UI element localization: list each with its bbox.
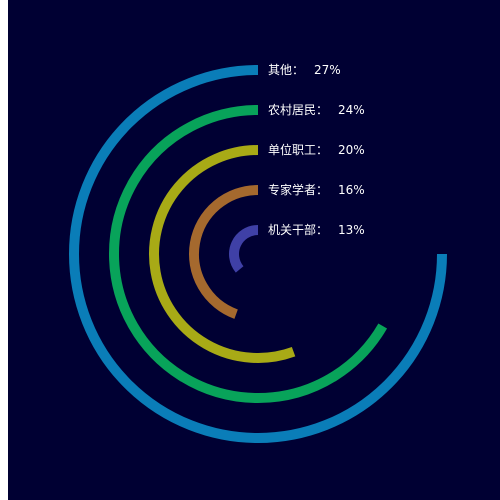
value-label-3: 16%: [338, 183, 365, 197]
bar-2: [149, 145, 296, 363]
category-label-0: 其他：: [268, 63, 304, 77]
value-label-0: 27%: [314, 63, 341, 77]
category-label-2: 单位职工：: [268, 142, 328, 157]
bar-3: [189, 185, 259, 319]
bar-4: [229, 225, 259, 273]
category-label-3: 专家学者：: [268, 182, 328, 197]
value-label-2: 20%: [338, 143, 365, 157]
bar-1: [109, 105, 388, 403]
bar-0: [69, 65, 447, 443]
radial-bar-chart: 其他： 27% 农村居民： 24% 单位职工： 20% 专家学者： 16% 机关干部： 13%: [69, 63, 447, 443]
value-label-4: 13%: [338, 223, 365, 237]
category-label-4: 机关干部：: [268, 222, 328, 237]
category-label-1: 农村居民：: [268, 103, 328, 117]
chart-canvas: 其他： 27% 农村居民： 24% 单位职工： 20% 专家学者： 16% 机关干部： 13%: [8, 0, 500, 500]
value-label-1: 24%: [338, 103, 365, 117]
